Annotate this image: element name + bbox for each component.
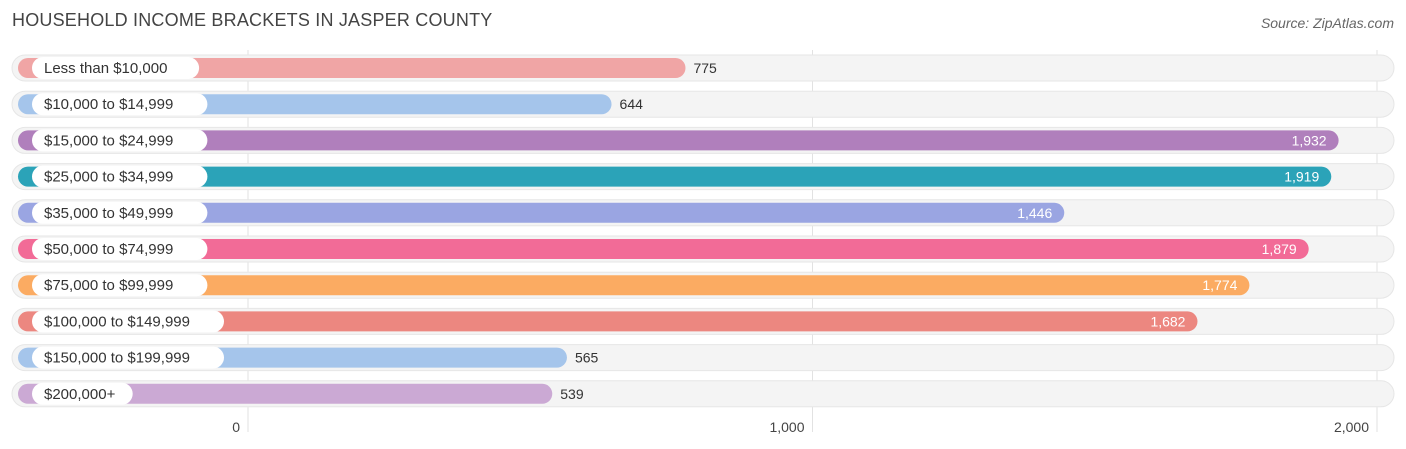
- value-label: 775: [693, 60, 717, 76]
- bar[interactable]: [18, 202, 1065, 223]
- value-label: 565: [575, 350, 599, 366]
- bar[interactable]: [18, 275, 1250, 296]
- category-label: $200,000+: [44, 386, 116, 403]
- chart-title: HOUSEHOLD INCOME BRACKETS IN JASPER COUN…: [12, 10, 493, 30]
- value-label: 1,682: [1150, 313, 1185, 329]
- value-label: 1,446: [1017, 205, 1052, 221]
- category-label: $35,000 to $49,999: [44, 205, 173, 222]
- category-label-pill: [32, 165, 208, 188]
- category-label-pill: [32, 274, 208, 297]
- bar[interactable]: [18, 166, 1332, 187]
- category-label-pill: [32, 382, 133, 405]
- value-label: 539: [560, 386, 584, 402]
- value-label: 644: [620, 96, 644, 112]
- value-label: 1,879: [1262, 241, 1297, 257]
- category-label: $75,000 to $99,999: [44, 277, 173, 294]
- category-label: $10,000 to $14,999: [44, 96, 173, 113]
- bar[interactable]: [18, 383, 553, 404]
- category-label: $25,000 to $34,999: [44, 169, 173, 186]
- category-label-pill: [32, 129, 208, 152]
- value-label: 1,932: [1292, 132, 1327, 148]
- value-label: 1,774: [1202, 277, 1237, 293]
- x-tick-label: 1,000: [769, 419, 804, 435]
- category-label: $50,000 to $74,999: [44, 241, 173, 258]
- category-label: $15,000 to $24,999: [44, 132, 173, 149]
- value-label: 1,919: [1284, 169, 1319, 185]
- bar[interactable]: [18, 311, 1198, 332]
- category-label-pill: [32, 310, 224, 333]
- category-label-pill: [32, 201, 208, 224]
- category-label: $150,000 to $199,999: [44, 350, 190, 367]
- category-label: $100,000 to $149,999: [44, 313, 190, 330]
- category-label: Less than $10,000: [44, 60, 167, 77]
- x-tick-label: 0: [232, 419, 240, 435]
- category-label-pill: [32, 57, 200, 79]
- bar[interactable]: [18, 130, 1339, 151]
- x-tick-label: 2,000: [1334, 419, 1369, 435]
- chart-source: Source: ZipAtlas.com: [1260, 15, 1394, 31]
- category-label-pill: [32, 346, 224, 369]
- bar[interactable]: [18, 239, 1309, 259]
- category-label-pill: [32, 238, 208, 260]
- category-label-pill: [32, 93, 208, 116]
